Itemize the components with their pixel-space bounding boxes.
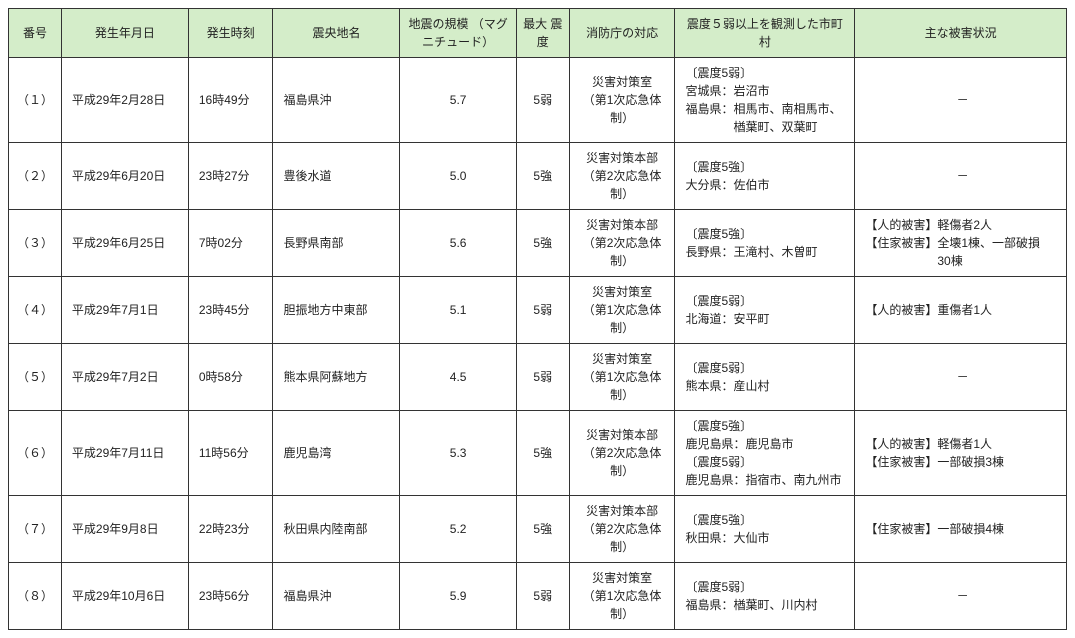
cell-municipalities: 〔震度5強〕 鹿児島県：鹿児島市 〔震度5弱〕 鹿児島県：指宿市、南九州市 xyxy=(675,411,855,496)
col-header-maxint: 最大 震度 xyxy=(516,9,569,58)
cell-max_intensity: 5強 xyxy=(516,411,569,496)
table-row: （４）平成29年7月1日23時45分胆振地方中東部5.15弱災害対策室 （第1次… xyxy=(9,277,1067,344)
table-row: （５）平成29年7月2日0時58分熊本県阿蘇地方4.55弱災害対策室 （第1次応… xyxy=(9,344,1067,411)
cell-damage: － xyxy=(855,563,1067,630)
cell-response: 災害対策室 （第1次応急体制） xyxy=(569,277,675,344)
cell-response: 災害対策室 （第1次応急体制） xyxy=(569,58,675,143)
cell-date: 平成29年9月8日 xyxy=(61,496,188,563)
cell-response: 災害対策室 （第1次応急体制） xyxy=(569,344,675,411)
cell-date: 平成29年2月28日 xyxy=(61,58,188,143)
cell-epicenter: 福島県沖 xyxy=(273,563,400,630)
cell-time: 0時58分 xyxy=(188,344,273,411)
cell-response: 災害対策本部 （第2次応急体制） xyxy=(569,496,675,563)
cell-num: （２） xyxy=(9,143,62,210)
cell-epicenter: 秋田県内陸南部 xyxy=(273,496,400,563)
cell-response: 災害対策室 （第1次応急体制） xyxy=(569,563,675,630)
table-body: （１）平成29年2月28日16時49分福島県沖5.75弱災害対策室 （第1次応急… xyxy=(9,58,1067,630)
cell-municipalities: 〔震度5強〕 長野県：王滝村、木曽町 xyxy=(675,210,855,277)
table-row: （３）平成29年6月25日7時02分長野県南部5.65強災害対策本部 （第2次応… xyxy=(9,210,1067,277)
cell-max_intensity: 5弱 xyxy=(516,344,569,411)
cell-time: 7時02分 xyxy=(188,210,273,277)
cell-epicenter: 熊本県阿蘇地方 xyxy=(273,344,400,411)
table-header: 番号 発生年月日 発生時刻 震央地名 地震の規模 （マグニチュード） 最大 震度… xyxy=(9,9,1067,58)
cell-magnitude: 5.6 xyxy=(400,210,516,277)
col-header-num: 番号 xyxy=(9,9,62,58)
cell-time: 23時45分 xyxy=(188,277,273,344)
cell-time: 23時56分 xyxy=(188,563,273,630)
table-row: （８）平成29年10月6日23時56分福島県沖5.95弱災害対策室 （第1次応急… xyxy=(9,563,1067,630)
cell-municipalities: 〔震度5強〕 秋田県：大仙市 xyxy=(675,496,855,563)
cell-time: 11時56分 xyxy=(188,411,273,496)
col-header-time: 発生時刻 xyxy=(188,9,273,58)
cell-magnitude: 5.9 xyxy=(400,563,516,630)
col-header-magnitude: 地震の規模 （マグニチュード） xyxy=(400,9,516,58)
cell-damage: 【住家被害】一部破損4棟 xyxy=(855,496,1067,563)
table-row: （１）平成29年2月28日16時49分福島県沖5.75弱災害対策室 （第1次応急… xyxy=(9,58,1067,143)
cell-damage: 【人的被害】重傷者1人 xyxy=(855,277,1067,344)
cell-damage: 【人的被害】軽傷者1人 【住家被害】一部破損3棟 xyxy=(855,411,1067,496)
cell-epicenter: 胆振地方中東部 xyxy=(273,277,400,344)
col-header-response: 消防庁の対応 xyxy=(569,9,675,58)
col-header-municipalities: 震度５弱以上を観測した市町村 xyxy=(675,9,855,58)
cell-time: 16時49分 xyxy=(188,58,273,143)
cell-date: 平成29年7月1日 xyxy=(61,277,188,344)
cell-max_intensity: 5弱 xyxy=(516,58,569,143)
cell-time: 22時23分 xyxy=(188,496,273,563)
cell-epicenter: 豊後水道 xyxy=(273,143,400,210)
cell-date: 平成29年10月6日 xyxy=(61,563,188,630)
cell-date: 平成29年7月2日 xyxy=(61,344,188,411)
cell-magnitude: 5.3 xyxy=(400,411,516,496)
cell-max_intensity: 5弱 xyxy=(516,563,569,630)
cell-num: （１） xyxy=(9,58,62,143)
cell-date: 平成29年6月25日 xyxy=(61,210,188,277)
cell-max_intensity: 5弱 xyxy=(516,277,569,344)
table-row: （６）平成29年7月11日11時56分鹿児島湾5.35強災害対策本部 （第2次応… xyxy=(9,411,1067,496)
cell-magnitude: 5.2 xyxy=(400,496,516,563)
cell-num: （５） xyxy=(9,344,62,411)
cell-municipalities: 〔震度5弱〕 北海道：安平町 xyxy=(675,277,855,344)
cell-date: 平成29年7月11日 xyxy=(61,411,188,496)
cell-max_intensity: 5強 xyxy=(516,143,569,210)
cell-num: （８） xyxy=(9,563,62,630)
table-row: （７）平成29年9月8日22時23分秋田県内陸南部5.25強災害対策本部 （第2… xyxy=(9,496,1067,563)
cell-max_intensity: 5強 xyxy=(516,210,569,277)
cell-epicenter: 長野県南部 xyxy=(273,210,400,277)
cell-damage: － xyxy=(855,344,1067,411)
cell-max_intensity: 5強 xyxy=(516,496,569,563)
cell-epicenter: 福島県沖 xyxy=(273,58,400,143)
cell-time: 23時27分 xyxy=(188,143,273,210)
cell-response: 災害対策本部 （第2次応急体制） xyxy=(569,143,675,210)
col-header-damage: 主な被害状況 xyxy=(855,9,1067,58)
cell-municipalities: 〔震度5強〕 大分県：佐伯市 xyxy=(675,143,855,210)
col-header-epicenter: 震央地名 xyxy=(273,9,400,58)
cell-damage: － xyxy=(855,58,1067,143)
cell-magnitude: 4.5 xyxy=(400,344,516,411)
cell-num: （４） xyxy=(9,277,62,344)
cell-magnitude: 5.1 xyxy=(400,277,516,344)
cell-date: 平成29年6月20日 xyxy=(61,143,188,210)
col-header-date: 発生年月日 xyxy=(61,9,188,58)
cell-num: （６） xyxy=(9,411,62,496)
cell-epicenter: 鹿児島湾 xyxy=(273,411,400,496)
cell-num: （３） xyxy=(9,210,62,277)
cell-municipalities: 〔震度5弱〕 福島県：楢葉町、川内村 xyxy=(675,563,855,630)
cell-response: 災害対策本部 （第2次応急体制） xyxy=(569,411,675,496)
cell-num: （７） xyxy=(9,496,62,563)
cell-municipalities: 〔震度5弱〕 宮城県：岩沼市 福島県：相馬市、南相馬市、 楢葉町、双葉町 xyxy=(675,58,855,143)
cell-magnitude: 5.0 xyxy=(400,143,516,210)
cell-damage: 【人的被害】軽傷者2人 【住家被害】全壊1棟、一部破損 30棟 xyxy=(855,210,1067,277)
cell-municipalities: 〔震度5弱〕 熊本県：産山村 xyxy=(675,344,855,411)
table-row: （２）平成29年6月20日23時27分豊後水道5.05強災害対策本部 （第2次応… xyxy=(9,143,1067,210)
cell-damage: － xyxy=(855,143,1067,210)
cell-response: 災害対策本部 （第2次応急体制） xyxy=(569,210,675,277)
earthquake-table: 番号 発生年月日 発生時刻 震央地名 地震の規模 （マグニチュード） 最大 震度… xyxy=(8,8,1067,630)
cell-magnitude: 5.7 xyxy=(400,58,516,143)
